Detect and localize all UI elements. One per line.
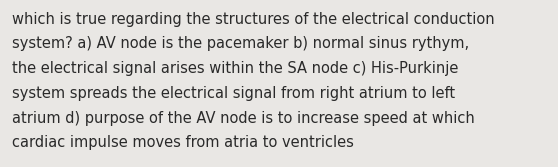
Text: atrium d) purpose of the AV node is to increase speed at which: atrium d) purpose of the AV node is to i… (12, 111, 475, 126)
Text: the electrical signal arises within the SA node c) His-Purkinje: the electrical signal arises within the … (12, 61, 459, 76)
Text: which is true regarding the structures of the electrical conduction: which is true regarding the structures o… (12, 12, 495, 27)
Text: system spreads the electrical signal from right atrium to left: system spreads the electrical signal fro… (12, 86, 455, 101)
Text: system? a) AV node is the pacemaker b) normal sinus rythym,: system? a) AV node is the pacemaker b) n… (12, 36, 469, 51)
Text: cardiac impulse moves from atria to ventricles: cardiac impulse moves from atria to vent… (12, 135, 354, 150)
